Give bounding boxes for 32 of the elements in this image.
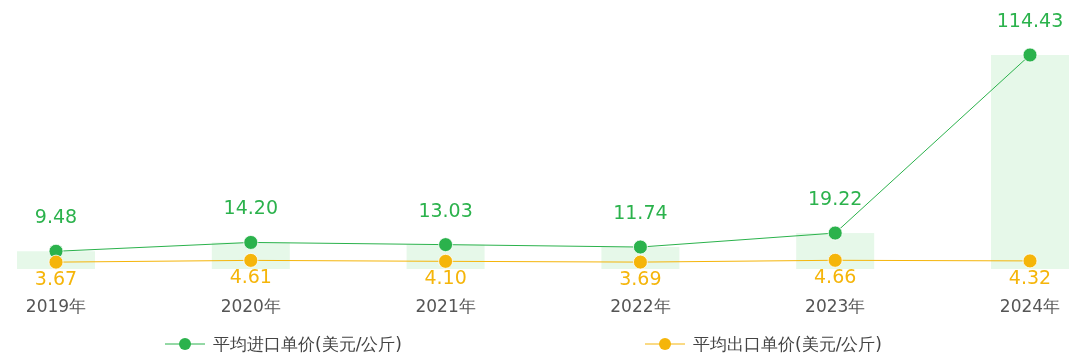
legend-label: 平均进口单价(美元/公斤)	[213, 334, 402, 354]
point	[438, 237, 453, 253]
data-label: 11.74	[613, 201, 668, 224]
point	[827, 252, 843, 268]
data-label: 3.69	[619, 267, 662, 290]
point	[827, 225, 843, 241]
bar	[991, 55, 1069, 269]
data-label: 19.22	[808, 187, 863, 210]
point	[438, 253, 453, 269]
data-label: 13.03	[418, 198, 473, 221]
point	[633, 239, 648, 255]
data-label: 4.32	[1008, 265, 1052, 288]
x-tick-label: 2023年	[805, 296, 866, 316]
data-label: 9.48	[34, 205, 78, 228]
x-tick-label: 2024年	[999, 296, 1061, 316]
point	[1022, 253, 1038, 269]
x-tick-label: 2022年	[610, 296, 671, 316]
point	[243, 235, 259, 250]
x-tick-label: 2020年	[220, 296, 281, 316]
data-label: 4.61	[229, 265, 272, 288]
x-tick-label: 2019年	[25, 296, 87, 316]
point	[243, 252, 259, 268]
point	[1022, 47, 1038, 63]
point	[48, 254, 64, 270]
data-label: 14.20	[223, 196, 278, 219]
data-label: 4.66	[814, 265, 857, 288]
data-label: 3.67	[34, 267, 78, 290]
x-tick-label: 2021年	[415, 296, 476, 316]
data-label: 114.43	[996, 9, 1064, 31]
point	[633, 254, 648, 270]
legend-label: 平均出口单价(美元/公斤)	[693, 334, 882, 354]
data-label: 4.10	[424, 266, 467, 289]
